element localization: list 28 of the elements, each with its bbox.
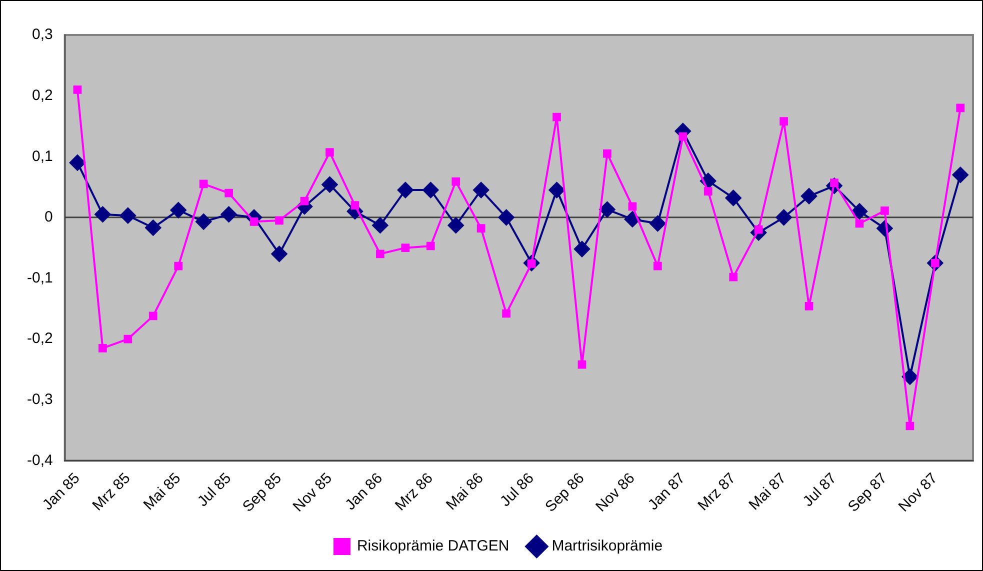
x-tick-label: Jul 87 bbox=[800, 470, 840, 510]
x-tick-label: Jan 85 bbox=[39, 470, 84, 514]
y-tick-label: -0,4 bbox=[26, 452, 53, 469]
x-tick-label: Nov 87 bbox=[895, 470, 941, 516]
legend-label: Risikoprämie DATGEN bbox=[356, 538, 510, 555]
y-tick-label: 0 bbox=[44, 208, 53, 226]
x-tick-label: Mrz 86 bbox=[392, 470, 436, 514]
x-tick-label: Sep 86 bbox=[542, 470, 588, 516]
x-tick-label: Sep 85 bbox=[239, 470, 286, 516]
x-tick-label: Jul 86 bbox=[496, 470, 538, 510]
x-tick-label: Mrz 87 bbox=[694, 470, 740, 514]
y-tick-label: 0,2 bbox=[32, 86, 53, 104]
x-tick-label: Mrz 85 bbox=[89, 470, 134, 514]
x-tick-label: Nov 85 bbox=[290, 470, 336, 516]
y-tick-label: 0,3 bbox=[32, 26, 53, 44]
legend-label: Martrisikoprämie bbox=[552, 538, 663, 555]
y-tick-label: -0,1 bbox=[26, 269, 53, 286]
y-tick-label: 0,1 bbox=[32, 148, 53, 165]
x-tick-label: Mai 85 bbox=[140, 470, 184, 514]
x-tick-label: Sep 87 bbox=[844, 470, 890, 516]
x-tick-label: Nov 86 bbox=[592, 470, 638, 516]
x-tick-label: Jan 87 bbox=[644, 470, 689, 514]
x-tick-label: Mai 86 bbox=[442, 470, 487, 514]
x-tick-label: Jul 85 bbox=[194, 470, 235, 510]
x-tick-label: Mai 87 bbox=[746, 470, 790, 514]
y-tick-label: -0,2 bbox=[26, 330, 53, 348]
y-tick-label: -0,3 bbox=[26, 390, 53, 408]
x-tick-label: Jan 86 bbox=[342, 470, 386, 514]
